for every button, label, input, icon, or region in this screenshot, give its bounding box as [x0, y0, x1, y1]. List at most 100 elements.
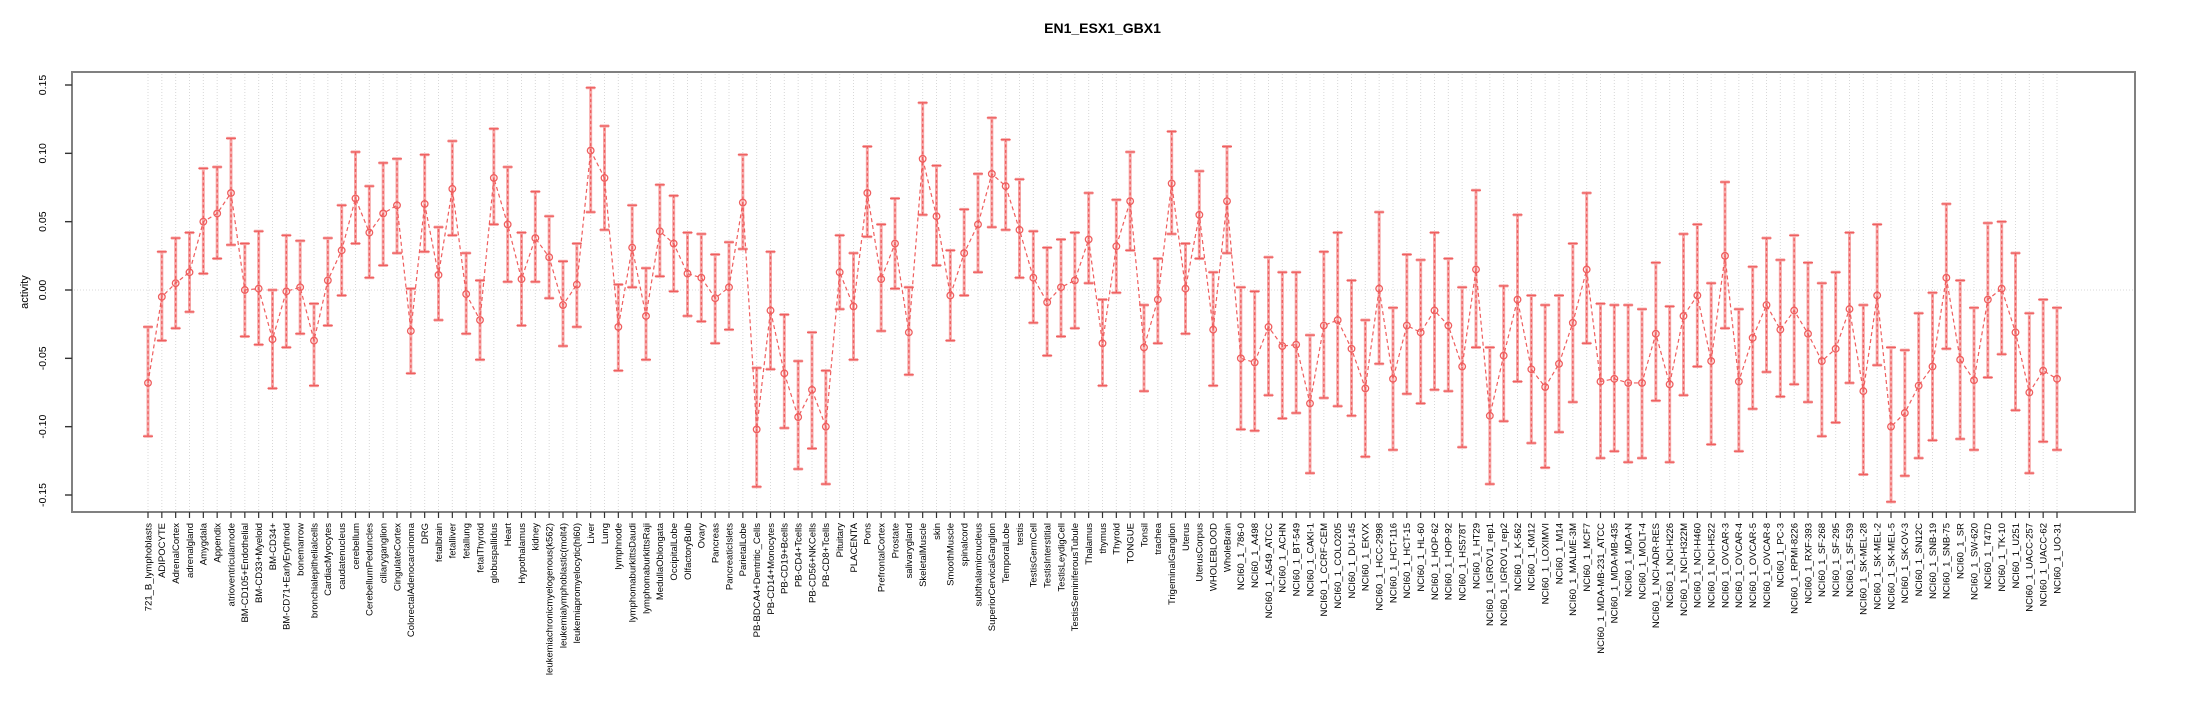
x-tick-label: ParietalLobe: [738, 523, 749, 576]
x-tick-label: NCI60_1_NCI-H322M: [1679, 523, 1690, 616]
x-tick-label: Thyroid: [1112, 523, 1123, 555]
x-tick-label: bronchialepithelialcells: [309, 523, 320, 618]
x-tick-label: skin: [932, 523, 943, 540]
x-tick-label: kidney: [531, 523, 542, 551]
x-tick-label: PLACENTA: [849, 522, 860, 572]
data-point: [1873, 291, 1882, 300]
data-point: [794, 413, 803, 422]
x-tick-label: NCI60_1_M14: [1554, 523, 1565, 584]
x-tick-label: fetalliver: [448, 523, 459, 558]
data-point: [1402, 321, 1411, 330]
x-tick-label: PrefrontalCortex: [876, 523, 887, 592]
data-point: [268, 335, 277, 344]
x-tick-label: lymphomaburkittsDaudi: [627, 523, 638, 622]
x-tick-label: NCI60_1_OVCAR-3: [1720, 523, 1731, 608]
x-tick-label: NCI60_1_HOP-62: [1430, 523, 1441, 600]
x-tick-label: trachea: [1153, 522, 1164, 554]
data-point: [1209, 325, 1218, 334]
x-tick-label: NCI60_1_IGROV1_rep1: [1485, 523, 1496, 626]
x-tick-label: NCI60_1_RPMI-8226: [1789, 523, 1800, 614]
data-point: [1776, 325, 1785, 334]
x-tick-label: TemporalLobe: [1001, 523, 1012, 583]
data-point: [1250, 358, 1259, 367]
data-point: [1319, 321, 1328, 330]
data-point: [1721, 251, 1729, 260]
data-point: [835, 268, 844, 277]
x-tick-label: fetalbrain: [434, 523, 445, 562]
x-tick-label: NCI60_1_HL-60: [1416, 523, 1427, 592]
data-point: [296, 283, 305, 292]
data-point: [1804, 329, 1812, 338]
x-tick-label: fetalThyroid: [475, 523, 486, 573]
x-tick-label: NCI60_1_SNB-75: [1942, 523, 1953, 599]
data-point: [1195, 210, 1204, 219]
y-tick-label: 0.05: [37, 211, 49, 232]
data-point: [877, 275, 886, 284]
x-tick-label: NCI60_1_OVCAR-4: [1734, 523, 1745, 608]
x-tick-label: NCI60_1_CAKI-1: [1305, 523, 1316, 596]
data-point: [282, 287, 291, 296]
data-point: [365, 228, 374, 237]
x-tick-label: adrenalgland: [185, 523, 196, 578]
data-point: [2011, 328, 2020, 337]
data-point: [1762, 301, 1771, 309]
data-point: [310, 336, 318, 345]
x-tick-label: NCI60_1_NCI-H226: [1665, 523, 1676, 608]
x-tick-label: NCI60_1_RXF-393: [1803, 523, 1814, 604]
data-point: [1734, 377, 1743, 386]
x-tick-label: NCI60_1_MCF7: [1582, 523, 1593, 592]
data-point: [2039, 366, 2048, 375]
data-point: [254, 284, 263, 293]
x-tick-label: NCI60_1_MDA-MB-435: [1610, 523, 1621, 623]
x-tick-label: Pancreas: [710, 523, 721, 563]
data-point: [960, 249, 969, 258]
data-point: [1361, 384, 1370, 393]
y-tick-label: -0.05: [37, 346, 49, 370]
data-point: [406, 327, 415, 335]
data-point: [655, 227, 664, 236]
x-tick-label: NCI60_1_NCI-ADR-RES: [1651, 523, 1662, 628]
x-tick-label: PB-CD19+Bcells: [780, 523, 791, 594]
data-point: [1942, 273, 1951, 282]
x-tick-label: NCI60_1_SF-295: [1831, 523, 1842, 597]
x-tick-label: NCI60_1_SK-MEL-5: [1886, 523, 1897, 610]
x-tick-label: bonemarrow: [295, 523, 306, 576]
x-tick-label: TestisLeydigCell: [1056, 523, 1067, 592]
x-tick-label: NCI60_1_NCI-H522: [1706, 523, 1717, 608]
data-point: [849, 302, 858, 311]
x-tick-label: NCI60_1_SK-MEL-2: [1872, 523, 1883, 610]
data-point: [1015, 225, 1024, 234]
x-tick-label: NCI60_1_HOP-92: [1444, 523, 1455, 600]
x-tick-label: globuspallidus: [489, 523, 500, 583]
x-tick-label: NCI60_1_T47D: [1983, 523, 1994, 589]
data-point: [503, 220, 512, 229]
x-tick-label: Uterus: [1181, 523, 1192, 551]
data-point: [1223, 197, 1231, 206]
data-point: [379, 209, 388, 218]
data-point: [1831, 344, 1840, 353]
x-tick-label: NCI60_1_MDA-MB-231_ATCC: [1596, 523, 1607, 654]
data-point: [752, 425, 761, 434]
x-tick-label: salivarygland: [904, 523, 915, 578]
x-tick-label: NCI60_1_BT-549: [1291, 523, 1302, 596]
data-point: [1167, 179, 1176, 188]
x-tick-label: SuperiorCervicalGanglion: [987, 523, 998, 631]
x-tick-label: Lung: [600, 523, 611, 544]
x-tick-label: DRG: [420, 523, 431, 544]
data-point: [393, 201, 401, 210]
x-tick-label: NCI60_1_ACHN: [1278, 523, 1289, 593]
data-point: [1098, 339, 1107, 348]
data-point: [157, 292, 166, 301]
data-point: [642, 312, 650, 320]
x-tick-label: NCI60_1_HT29: [1471, 523, 1482, 589]
x-tick-label: PB-CD56+NKCells: [807, 523, 818, 603]
data-point: [1278, 342, 1287, 350]
data-point: [1748, 333, 1757, 342]
data-point: [1333, 316, 1342, 325]
data-point: [932, 212, 941, 221]
x-tick-label: PB-BDCA4+Dentritic_Cells: [752, 523, 763, 638]
x-tick-label: NCI60_1_A549_ATCC: [1264, 523, 1275, 619]
x-tick-label: OlfactoryBulb: [683, 523, 694, 580]
x-tick-label: testis: [1015, 523, 1026, 545]
